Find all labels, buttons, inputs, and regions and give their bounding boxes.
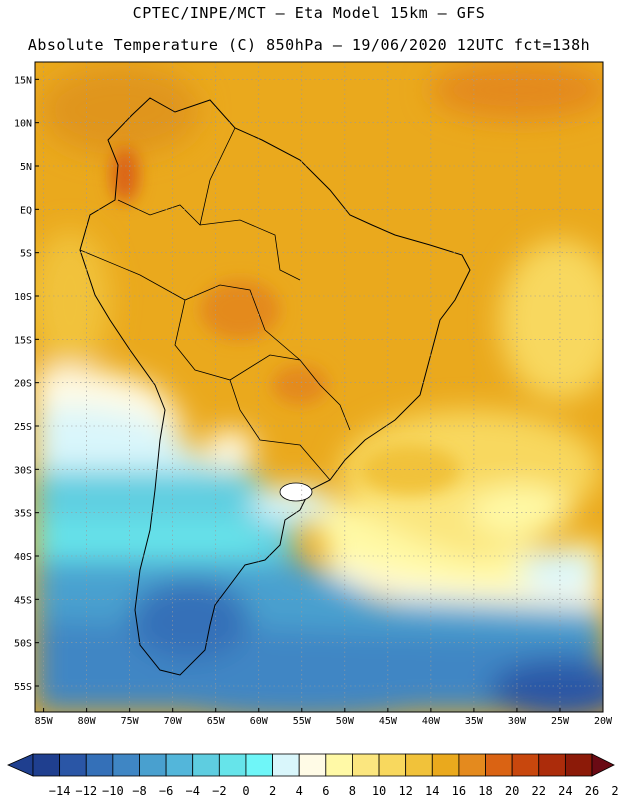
colorbar-swatch [272,753,300,777]
colorbar-label: 8 [349,784,356,798]
chart-title-line-1: CPTEC/INPE/MCT – Eta Model 15km – GFS [132,4,486,22]
lat-tick-label: 10S [14,292,32,303]
lat-tick-label: 15N [14,75,32,86]
lon-tick-label: 75W [121,716,140,727]
lon-tick-label: 80W [78,716,97,727]
lat-tick-label: 5N [20,162,32,173]
colorbar-swatch [298,753,327,777]
colorbar-label: 18 [478,784,492,798]
colorbar-swatch [112,753,140,777]
colorbar-swatch [485,753,513,777]
colorbar: −14 −12 −10 −8 −6 −4 −2 0 2 4 6 8 10 12 14 16 18 20 22 24 26… [7,753,618,798]
lon-tick-label: 45W [379,716,398,727]
colorbar-label: −6 [159,784,173,798]
colorbar-label: −2 [212,784,226,798]
lat-tick-label: 15S [14,335,32,346]
lat-tick-label: 45S [14,595,32,606]
colorbar-label: −12 [75,784,97,798]
colorbar-label: 2 [269,784,276,798]
temperature-field [35,62,603,712]
colorbar-swatch [378,753,407,777]
lon-tick-label: 30W [508,716,527,727]
south-america-outline [79,97,471,676]
colorbar-swatch [139,753,167,777]
colorbar-label: 24 [558,784,572,798]
colorbar-swatch [218,753,247,777]
colorbar-swatch [352,753,380,777]
colorbar-swatch [32,753,61,777]
colorbar-high-arrow [591,753,615,777]
colorbar-low-arrow [7,753,34,777]
lat-tick-label: 30S [14,465,32,476]
colorbar-label: 10 [372,784,386,798]
lon-tick-label: 70W [164,716,183,727]
lat-tick-label: 50S [14,639,32,650]
colorbar-swatch [511,753,540,777]
lon-tick-label: 55W [293,716,312,727]
lon-tick-label: 50W [336,716,355,727]
latitude-axis: 15N 10N 5N EQ 5S 10S 15S 20S 25S 30S 35S 40S 45S 50S 5… [14,75,39,693]
lon-tick-label: 60W [250,716,269,727]
chart-title-line-2: Absolute Temperature (C) 850hPa – 19/06/… [27,36,591,54]
colorbar-label: 16 [452,784,466,798]
lon-tick-label: 85W [35,716,54,727]
lon-tick-label: 65W [207,716,226,727]
colorbar-swatch [458,753,486,777]
colorbar-swatch [245,753,273,777]
lat-tick-label: 5S [20,249,32,260]
colorbar-label: 6 [322,784,329,798]
grid-lines [35,62,604,712]
colorbar-label: 28 [611,784,618,798]
country-borders [79,127,351,481]
colorbar-label: 4 [296,784,303,798]
lat-tick-label: EQ [20,205,32,216]
colorbar-label: −4 [185,784,199,798]
colorbar-swatch [325,753,353,777]
lat-tick-label: 40S [14,552,32,563]
lat-tick-label: 25S [14,422,32,433]
lat-tick-label: 35S [14,509,32,520]
colorbar-swatch [564,753,593,777]
colorbar-label: 22 [532,784,546,798]
colorbar-swatch [405,753,433,777]
colorbar-swatch [85,753,114,777]
lon-tick-label: 25W [551,716,570,727]
lon-tick-label: 20W [594,716,613,727]
colorbar-label: −14 [49,784,71,798]
colorbar-label: 14 [425,784,439,798]
colorbar-label: −8 [132,784,146,798]
colorbar-label: 20 [505,784,519,798]
colorbar-swatch [431,753,460,777]
colorbar-label: −10 [102,784,124,798]
colorbar-swatch [538,753,566,777]
lat-tick-label: 10N [14,119,32,130]
colorbar-label: 26 [585,784,599,798]
colorbar-swatch [192,753,220,777]
lon-tick-label: 40W [422,716,441,727]
longitude-axis: 85W 80W 75W 70W 65W 60W 55W 50W 45W 40W 35W 30W 25W 2… [35,708,613,727]
lat-tick-label: 20S [14,379,32,390]
colorbar-swatch [59,753,87,777]
colorbar-swatch [165,753,194,777]
map-frame [34,61,604,713]
lat-tick-label: 55S [14,682,32,693]
colorbar-label: 12 [398,784,412,798]
colorbar-label: 0 [242,784,249,798]
lon-tick-label: 35W [465,716,484,727]
